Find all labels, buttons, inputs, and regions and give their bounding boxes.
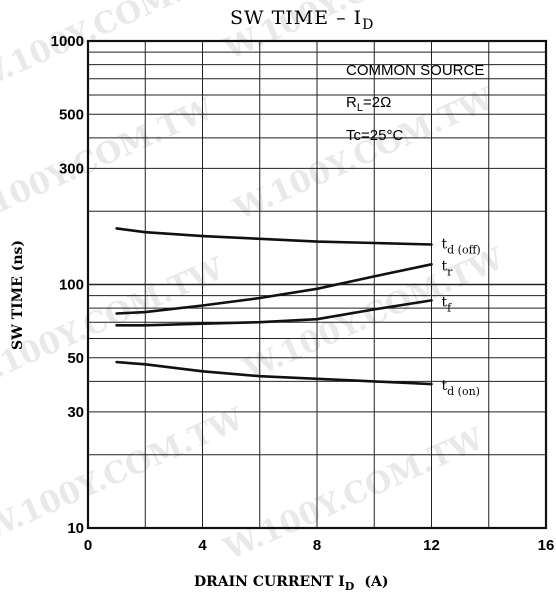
y-tick-label: 1000 [51,33,84,50]
x-tick-label: 12 [423,537,440,554]
x-tick-label: 0 [84,537,92,554]
x-tick-label: 8 [313,537,321,554]
annotation-case-temperature: Tc=25°C [346,127,403,144]
y-axis-label: SW TIME (ns) [10,240,26,350]
chart-title: SW TIME – ID [230,7,374,33]
tick-labels: 0 4 8 12 16 10 30 50 100 300 500 1000 [51,33,555,554]
x-tick-label: 16 [538,537,555,554]
y-tick-label: 30 [67,404,84,421]
x-axis-label: DRAIN CURRENT ID (A) [194,574,388,593]
series-line [115,227,433,246]
series-label: tf [442,294,453,314]
series-label: tr [442,258,454,278]
y-tick-label: 100 [59,277,84,294]
series-line [115,360,433,386]
series-line [115,263,433,315]
annotation-load-resistance: RL=2Ω [346,94,391,114]
y-tick-label: 10 [67,520,84,537]
watermark-text: W.100Y.COM.TW [0,91,220,238]
series-curves: td (off)tr tf td (on) [115,227,481,398]
y-tick-label: 500 [59,106,84,123]
x-tick-label: 4 [198,537,207,554]
watermark-text: W.100Y.COM.TW [218,421,490,568]
watermark-text: W.100Y.COM.TW [0,401,250,548]
y-tick-label: 300 [59,160,84,177]
series-label: td (on) [442,378,480,398]
series-line [115,299,433,327]
watermark-text: W.100Y.COM.TW [0,0,240,98]
series-label: td (off) [442,236,481,256]
plot-frame [86,39,548,530]
y-tick-label: 50 [67,350,84,367]
grid [88,41,546,528]
annotation-common-source: COMMON SOURCE [346,62,484,79]
